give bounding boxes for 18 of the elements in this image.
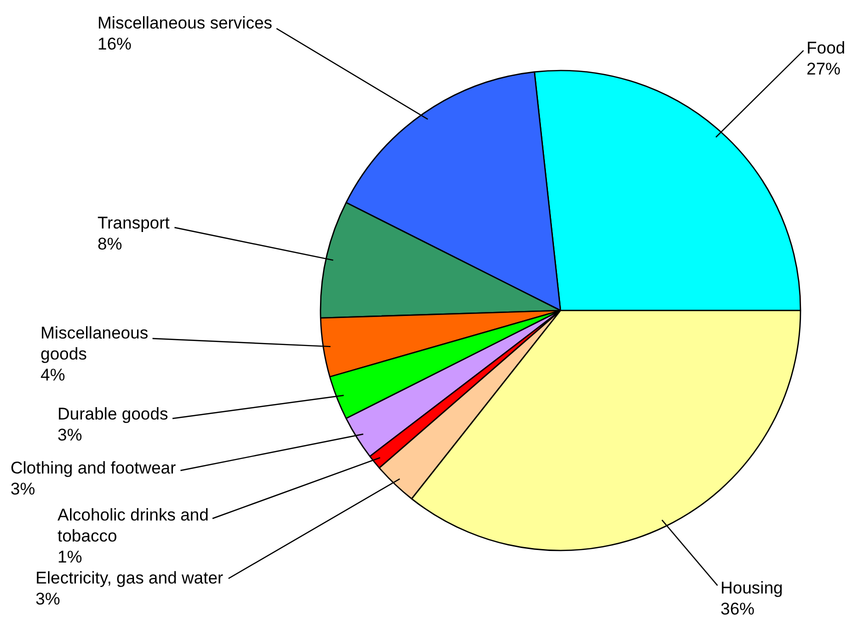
data-label: 8% (98, 234, 122, 254)
slice-label: Durable goods (58, 404, 168, 424)
data-label: 3% (10, 479, 36, 498)
slice-label: Transport (98, 214, 170, 232)
slice-label: Miscellaneous services (98, 14, 272, 32)
data-label: 1% (58, 547, 82, 566)
slice-label: Miscellaneous goods (40, 324, 148, 364)
data-label: 4% (40, 365, 66, 384)
data-label: 16% (98, 34, 132, 54)
data-label: 27% (806, 59, 841, 78)
slice-label: Alcoholic drinks and tobacco (58, 506, 209, 546)
slice-label: Housing (720, 578, 783, 598)
data-label: 36% (720, 599, 755, 618)
slice-label: Electricity, gas and water (36, 568, 224, 588)
slice-label: Food (806, 38, 846, 58)
data-label: 3% (58, 425, 82, 444)
slice-label: Clothing and footwear (10, 458, 176, 478)
data-label: 3% (36, 589, 60, 608)
